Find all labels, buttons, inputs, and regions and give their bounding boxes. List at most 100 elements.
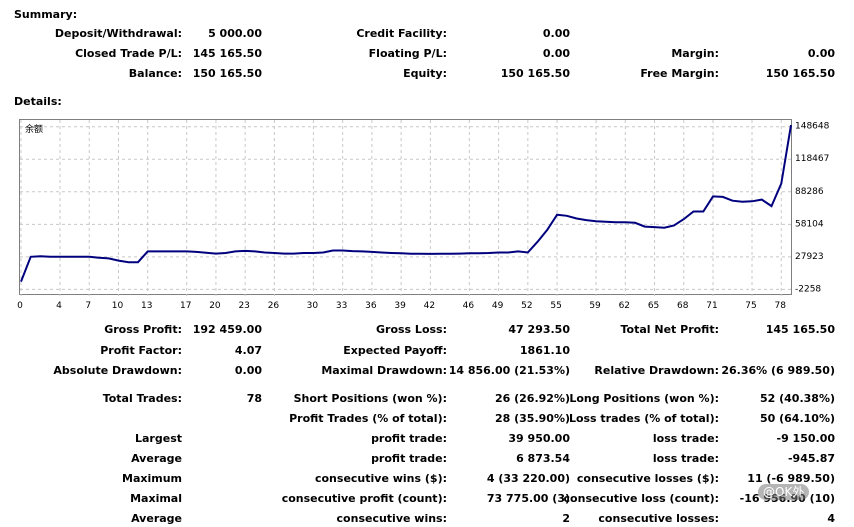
- details-label-r3-c1: Short Positions (won %):: [293, 392, 447, 405]
- x-tick-label: 68: [677, 301, 689, 311]
- details-value-r6-c1: 6 873.54: [516, 452, 570, 465]
- details-label-r1-c1: Expected Payoff:: [343, 344, 447, 357]
- x-tick-label: 49: [492, 301, 504, 311]
- balance-series-line: [20, 124, 792, 282]
- x-tick-label: 36: [365, 301, 377, 311]
- details-label-r8-c0: Maximal: [130, 492, 182, 505]
- summary-value-r1-c1: 0.00: [542, 47, 570, 60]
- x-tick-label: 0: [17, 301, 23, 311]
- y-tick-label: -2258: [795, 284, 821, 294]
- x-tick-label: 7: [85, 301, 91, 311]
- summary-value-r2-c2: 150 165.50: [765, 67, 835, 80]
- details-value-r4-c2: 50 (64.10%): [759, 412, 835, 425]
- details-label-r2-c1: Maximal Drawdown:: [321, 364, 447, 377]
- details-label-r0-c1: Gross Loss:: [376, 323, 447, 336]
- y-tick-label: 27923: [795, 252, 824, 262]
- x-tick-label: 23: [238, 301, 249, 311]
- details-value-r9-c2: 4: [827, 512, 835, 525]
- summary-label-r1-c1: Floating P/L:: [368, 47, 447, 60]
- details-value-r3-c1: 26 (26.92%): [494, 392, 570, 405]
- y-tick-label: 118467: [795, 154, 829, 164]
- balance-chart: 余额: [19, 119, 793, 296]
- details-label-r3-c2: Long Positions (won %):: [569, 392, 719, 405]
- details-label-r7-c2: consecutive losses ($):: [576, 472, 719, 485]
- summary-value-r1-c2: 0.00: [807, 47, 835, 60]
- details-label-r7-c0: Maximum: [122, 472, 182, 485]
- y-tick-label: 58104: [795, 219, 824, 229]
- summary-value-r1-c0: 145 165.50: [192, 47, 262, 60]
- x-tick-label: 20: [209, 301, 221, 311]
- watermark: @OK外: [758, 484, 810, 500]
- details-label-r6-c0: Average: [131, 452, 182, 465]
- y-tick-label: 148648: [795, 122, 830, 132]
- details-value-r2-c2: 26.36% (6 989.50): [721, 364, 835, 377]
- details-label-r8-c1: consecutive profit (count):: [281, 492, 447, 505]
- details-value-r1-c1: 1861.10: [519, 344, 570, 357]
- x-tick-label: 55: [550, 301, 561, 311]
- summary-label-r2-c0: Balance:: [128, 67, 182, 80]
- x-tick-label: 75: [745, 301, 756, 311]
- x-tick-label: 78: [775, 301, 787, 311]
- summary-value-r0-c1: 0.00: [542, 27, 570, 40]
- details-value-r3-c0: 78: [246, 392, 262, 405]
- details-value-r7-c2: 11 (-6 989.50): [747, 472, 835, 485]
- details-label-r8-c2: consecutive loss (count):: [563, 492, 719, 505]
- x-tick-label: 13: [141, 301, 152, 311]
- summary-label-r2-c1: Equity:: [403, 67, 447, 80]
- details-label-r0-c0: Gross Profit:: [104, 323, 182, 336]
- details-label-r5-c1: profit trade:: [371, 432, 447, 445]
- summary-label-r2-c2: Free Margin:: [640, 67, 719, 80]
- details-title: Details:: [14, 95, 62, 108]
- details-label-r9-c1: consecutive wins:: [336, 512, 447, 525]
- summary-label-r1-c2: Margin:: [671, 47, 719, 60]
- details-label-r0-c2: Total Net Profit:: [620, 323, 720, 336]
- x-tick-label: 62: [619, 301, 630, 311]
- details-value-r2-c1: 14 856.00 (21.53%): [448, 364, 570, 377]
- chart-title: 余额: [25, 123, 43, 135]
- details-value-r5-c2: -9 150.00: [776, 432, 836, 445]
- summary-value-r0-c0: 5 000.00: [208, 27, 262, 40]
- details-label-r3-c0: Total Trades:: [102, 392, 182, 405]
- details-label-r2-c0: Absolute Drawdown:: [53, 364, 182, 377]
- summary-value-r2-c1: 150 165.50: [500, 67, 570, 80]
- details-value-r4-c1: 28 (35.90%): [494, 412, 570, 425]
- details-label-r4-c2: Loss trades (% of total):: [568, 412, 719, 425]
- details-label-r1-c0: Profit Factor:: [100, 344, 182, 357]
- details-value-r5-c1: 39 950.00: [508, 432, 570, 445]
- x-tick-label: 39: [394, 301, 406, 311]
- details-value-r1-c0: 4.07: [234, 344, 262, 357]
- summary-label-r1-c0: Closed Trade P/L:: [75, 47, 182, 60]
- x-tick-label: 65: [648, 301, 659, 311]
- details-value-r0-c1: 47 293.50: [508, 323, 570, 336]
- x-tick-label: 33: [336, 301, 347, 311]
- details-value-r8-c1: 73 775.00 (3): [486, 492, 570, 505]
- details-label-r5-c0: Largest: [135, 432, 182, 445]
- summary-value-r2-c0: 150 165.50: [192, 67, 262, 80]
- x-tick-label: 46: [463, 301, 475, 311]
- details-value-r0-c0: 192 459.00: [192, 323, 262, 336]
- balance-chart-svg: 余额: [20, 120, 793, 296]
- x-tick-label: 10: [112, 301, 124, 311]
- x-tick-label: 26: [268, 301, 280, 311]
- details-label-r9-c2: consecutive losses:: [598, 512, 719, 525]
- x-tick-label: 71: [706, 301, 717, 311]
- summary-title: Summary:: [14, 8, 78, 21]
- details-label-r6-c2: loss trade:: [652, 452, 719, 465]
- details-label-r7-c1: consecutive wins ($):: [314, 472, 447, 485]
- x-tick-label: 52: [521, 301, 532, 311]
- x-tick-label: 17: [180, 301, 191, 311]
- x-tick-label: 30: [307, 301, 319, 311]
- summary-label-r0-c1: Credit Facility:: [356, 27, 447, 40]
- details-value-r3-c2: 52 (40.38%): [759, 392, 835, 405]
- summary-label-r0-c0: Deposit/Withdrawal:: [54, 27, 182, 40]
- details-value-r7-c1: 4 (33 220.00): [486, 472, 570, 485]
- details-value-r6-c2: -945.87: [787, 452, 835, 465]
- details-value-r9-c1: 2: [562, 512, 570, 525]
- details-label-r6-c1: profit trade:: [371, 452, 447, 465]
- details-value-r2-c0: 0.00: [234, 364, 262, 377]
- details-label-r9-c0: Average: [131, 512, 182, 525]
- x-tick-label: 42: [424, 301, 435, 311]
- y-tick-label: 88286: [795, 187, 824, 197]
- x-tick-label: 4: [56, 301, 62, 311]
- details-value-r0-c2: 145 165.50: [765, 323, 835, 336]
